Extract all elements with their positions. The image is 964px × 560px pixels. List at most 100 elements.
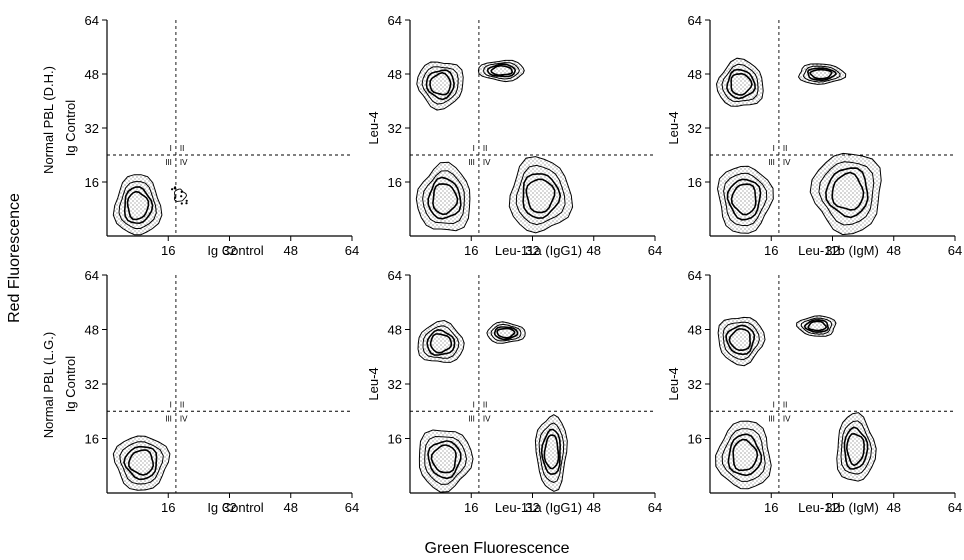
quadrant-label-1: I	[773, 144, 775, 153]
population-2	[797, 63, 847, 85]
population-4	[534, 414, 568, 492]
contour-line	[728, 328, 752, 351]
quadrant-label-3: III	[768, 414, 775, 423]
contour-line	[831, 171, 865, 211]
contour-line	[490, 64, 514, 76]
contour-outer	[836, 412, 877, 482]
contour-line	[725, 324, 756, 356]
y-tick-label: 32	[388, 377, 402, 392]
x-tick-label: 32	[222, 500, 236, 515]
contour-outer	[418, 429, 474, 493]
y-tick-label: 16	[85, 175, 99, 190]
y-tick-label: 32	[688, 121, 702, 136]
x-tick-label: 16	[161, 243, 175, 258]
event-dot	[185, 199, 188, 202]
contour-line	[540, 428, 562, 475]
population-2	[486, 321, 526, 344]
x-tick-label: 32	[222, 243, 236, 258]
quadrant-label-2: II	[180, 400, 184, 409]
contour-line	[809, 68, 833, 80]
population-3	[716, 165, 774, 234]
contour-line	[123, 445, 158, 481]
contour-line	[490, 323, 522, 342]
y-tick-label: 48	[688, 67, 702, 82]
quadrant-label-2: II	[483, 144, 487, 153]
contour-outer	[809, 152, 882, 236]
contour-outer	[415, 161, 471, 232]
contour-line	[118, 181, 157, 229]
contour-line	[726, 68, 756, 100]
contour-line	[802, 65, 841, 83]
x-tick-label: 64	[648, 243, 662, 258]
contour-line	[723, 172, 768, 227]
contour-line	[483, 62, 520, 80]
contour-line	[427, 440, 462, 480]
contour-line	[426, 328, 456, 356]
x-tick-label: 32	[525, 243, 539, 258]
quadrant-label-2: II	[783, 400, 787, 409]
contour-line	[732, 438, 759, 472]
contour-line	[730, 183, 757, 216]
population-4	[508, 156, 574, 234]
contour-line	[515, 164, 566, 226]
contour-line	[427, 176, 462, 220]
x-tick-label: 16	[764, 243, 778, 258]
y-tick-label: 64	[85, 268, 99, 283]
contour-line	[806, 67, 837, 82]
contour-line	[807, 320, 827, 332]
contour-line	[173, 188, 187, 202]
contour-outer	[417, 319, 465, 363]
contour-line	[486, 63, 517, 78]
population-2	[477, 59, 525, 83]
quadrant-label-2: II	[783, 144, 787, 153]
contour-line	[422, 170, 465, 225]
population-3	[418, 429, 474, 493]
x-tick-label: 64	[345, 243, 359, 258]
x-tick-label: 48	[887, 500, 901, 515]
y-tick-label: 16	[388, 432, 402, 447]
y-tick-label: 64	[85, 13, 99, 28]
contour-line	[525, 178, 556, 214]
y-tick-label: 64	[388, 13, 402, 28]
event-dot	[180, 202, 183, 205]
quadrant-label-4: IV	[783, 158, 791, 167]
y-axis-label: Ig Control	[63, 356, 78, 412]
contour-line	[843, 426, 869, 470]
quadrant-label-3: III	[165, 158, 172, 167]
quadrant-label-4: IV	[483, 158, 491, 167]
x-tick-label: 32	[825, 500, 839, 515]
x-axis-label: Leu-11b (IgM)	[798, 243, 879, 258]
contour-line	[543, 434, 560, 470]
contour-line	[818, 161, 875, 226]
x-axis-label: Leu-11a (IgG1)	[495, 243, 582, 258]
contour-outer	[112, 435, 171, 491]
contour-line	[840, 420, 873, 475]
event-dot	[171, 188, 174, 191]
contour-line	[422, 325, 460, 359]
y-tick-label: 32	[388, 121, 402, 136]
x-tick-label: 16	[764, 500, 778, 515]
x-axis-label: Ig Control	[207, 243, 263, 258]
population-1	[715, 57, 764, 107]
contour-outer	[508, 156, 574, 234]
contour-line	[726, 178, 762, 221]
y-axis-label: Leu-4	[366, 367, 381, 400]
x-tick-label: 64	[948, 243, 962, 258]
quadrant-label-1: I	[473, 144, 475, 153]
quadrant-label-3: III	[468, 414, 475, 423]
x-tick-label: 48	[284, 243, 298, 258]
population-3	[415, 161, 471, 232]
x-axis-title: Green Fluorescence	[425, 540, 570, 557]
y-tick-label: 48	[85, 67, 99, 82]
y-tick-label: 64	[388, 268, 402, 283]
y-tick-label: 64	[688, 268, 702, 283]
event-dot	[185, 202, 188, 205]
y-tick-label: 48	[85, 323, 99, 338]
population-4	[809, 152, 882, 236]
contour-line	[421, 66, 459, 105]
contour-line	[730, 72, 753, 96]
